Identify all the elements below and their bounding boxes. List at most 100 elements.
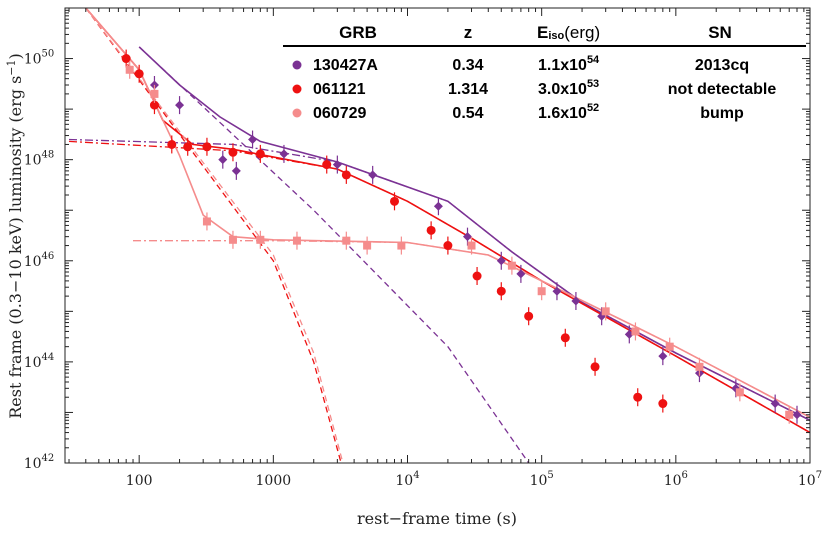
legend-grb-130427A: 130427A [313, 57, 378, 74]
point-061121-2 [149, 100, 159, 110]
y-tick-base: 10 [24, 456, 42, 472]
y-tick-exp: 50 [42, 49, 55, 60]
fit-plateau-060729 [133, 240, 810, 418]
legend-grb-060729: 060729 [313, 105, 366, 122]
point-061121-6 [228, 147, 238, 157]
y-tick-label: 1046 [24, 251, 55, 270]
point-060729-9 [467, 241, 476, 250]
header-sn: SN [708, 23, 732, 42]
x-tick-label: 100 [126, 473, 153, 489]
fit-curves [68, 8, 810, 463]
point-130427A-13 [571, 296, 581, 306]
x-tick-exp: 7 [816, 470, 822, 481]
y-axis-label-main: Rest frame (0.3−10 keV) luminosity (erg … [6, 76, 25, 419]
table-header: GRB z Eiso(erg) SN [283, 23, 806, 47]
legend-marker-061121 [292, 84, 302, 94]
point-061121-11 [426, 225, 436, 235]
legend-eiso-base: 1.1x10 [538, 57, 587, 74]
legend-marker-060729 [292, 108, 302, 118]
x-axis-label: rest−frame time (s) [357, 509, 517, 528]
x-tick-base: 10 [664, 473, 682, 489]
legend-z-060729: 0.54 [452, 105, 483, 122]
header-grb: GRB [339, 23, 377, 42]
y-tick-exp: 44 [42, 352, 55, 363]
x-tick-base: 1000 [256, 473, 292, 489]
point-060729-12 [601, 307, 610, 316]
point-060729-17 [785, 410, 794, 419]
point-061121-19 [658, 399, 668, 409]
point-130427A-8 [433, 201, 443, 211]
legend-eiso-061121: 3.0x1053 [538, 78, 599, 98]
y-axis-label: Rest frame (0.3−10 keV) luminosity (erg … [5, 53, 25, 419]
point-130427A-1 [175, 100, 185, 110]
point-061121-18 [633, 392, 643, 402]
legend-eiso-060729: 1.6x1052 [538, 102, 599, 122]
point-061121-10 [390, 196, 400, 206]
legend-z-130427A: 0.34 [452, 57, 483, 74]
point-060729-16 [735, 388, 744, 397]
point-060729-7 [363, 241, 372, 250]
header-eiso-main: E [537, 23, 548, 42]
y-tick-base: 10 [24, 52, 42, 68]
point-130427A-2 [218, 155, 228, 165]
y-tick-label: 1044 [24, 352, 55, 371]
y-tick-label: 1050 [24, 49, 55, 68]
x-tick-label: 106 [664, 470, 688, 489]
x-tick-exp: 5 [547, 470, 553, 481]
point-130427A-4 [248, 135, 258, 145]
y-tick-exp: 42 [42, 453, 55, 464]
point-060729-6 [342, 236, 351, 245]
legend-eiso-exp: 54 [587, 54, 600, 66]
point-060729-11 [537, 287, 546, 296]
legend-marker-130427A [292, 60, 302, 70]
point-060729-3 [228, 235, 237, 244]
legend-sn-061121: not detectable [668, 81, 777, 98]
y-tick-base: 10 [24, 254, 42, 270]
y-tick-exp: 46 [42, 251, 55, 262]
point-061121-17 [590, 362, 600, 372]
x-tick-label: 1000 [256, 473, 292, 489]
point-060729-2 [202, 217, 211, 226]
table-rows: 130427A 0.34 1.1x1054 2013cq 061121 1.314 3.0x… [292, 54, 777, 122]
point-061121-5 [202, 142, 212, 152]
point-061121-1 [134, 69, 144, 79]
x-tick-base: 10 [395, 473, 413, 489]
y-axis-label-exp: −1 [5, 59, 18, 75]
y-tick-label: 1048 [24, 150, 55, 169]
point-061121-14 [496, 286, 506, 296]
point-130427A-9 [462, 232, 472, 242]
legend-eiso-base: 1.6x10 [538, 105, 587, 122]
point-130427A-7 [368, 170, 378, 180]
header-z: z [464, 23, 473, 42]
legend-eiso-exp: 53 [587, 78, 599, 90]
point-130427A-12 [552, 286, 562, 296]
point-130427A-20 [792, 410, 802, 420]
point-130427A-5 [279, 149, 289, 159]
point-061121-3 [167, 139, 177, 149]
point-061121-8 [322, 160, 332, 170]
plot-frame [64, 7, 811, 464]
point-130427A-16 [658, 351, 668, 361]
point-061121-13 [472, 271, 482, 281]
point-061121-7 [255, 149, 265, 159]
point-061121-9 [341, 170, 351, 180]
point-130427A-11 [516, 269, 526, 279]
point-130427A-3 [231, 166, 241, 176]
point-130427A-6 [332, 160, 342, 170]
point-060729-14 [665, 342, 674, 351]
point-061121-0 [121, 54, 131, 64]
legend-sn-060729: bump [700, 105, 744, 122]
point-061121-4 [183, 142, 193, 152]
point-061121-15 [524, 311, 534, 321]
data-points [121, 49, 802, 424]
point-060729-5 [292, 236, 301, 245]
x-tick-base: 10 [530, 473, 548, 489]
fit-plateau-130427A [68, 138, 810, 421]
legend-sn-130427A: 2013cq [695, 57, 749, 74]
y-tick-base: 10 [24, 153, 42, 169]
legend-eiso-base: 3.0x10 [538, 81, 587, 98]
x-tick-base: 10 [798, 473, 816, 489]
fit-steep-060729 [85, 8, 344, 463]
